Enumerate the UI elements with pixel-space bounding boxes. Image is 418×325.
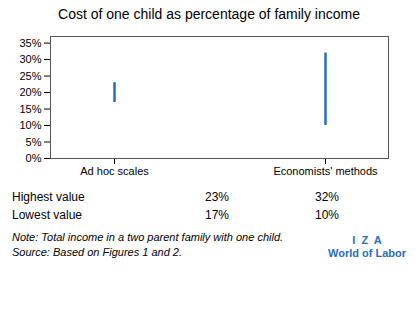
html-text:23%: 23% [205,190,229,204]
svg-text:20%: 20% [19,86,41,98]
html-text:Source: Based on Figures 1 and: Source: Based on Figures 1 and 2. [12,246,182,258]
svg-text:35%: 35% [19,37,41,49]
html-text:Note: Total income in a two pa: Note: Total income in a two parent famil… [12,231,284,243]
svg-text:30%: 30% [19,53,41,65]
svg-text:Ad hoc scales: Ad hoc scales [80,165,149,177]
svg-text:5%: 5% [26,136,42,148]
html-text:Lowest value: Lowest value [12,208,82,222]
svg-text:15%: 15% [19,103,41,115]
html-text:World of Labor: World of Labor [328,247,406,259]
svg-text:0%: 0% [26,152,42,164]
svg-text:Economists' methods: Economists' methods [273,165,378,177]
html-text:I Z A: I Z A [352,234,382,246]
html-text:10%: 10% [315,208,339,222]
html-text:17%: 17% [205,208,229,222]
svg-text:25%: 25% [19,70,41,82]
svg-text:10%: 10% [19,119,41,131]
html-text:32%: 32% [315,190,339,204]
html-text:Cost of one child as percentag: Cost of one child as percentage of famil… [58,6,360,22]
html-text:Highest value: Highest value [12,190,85,204]
